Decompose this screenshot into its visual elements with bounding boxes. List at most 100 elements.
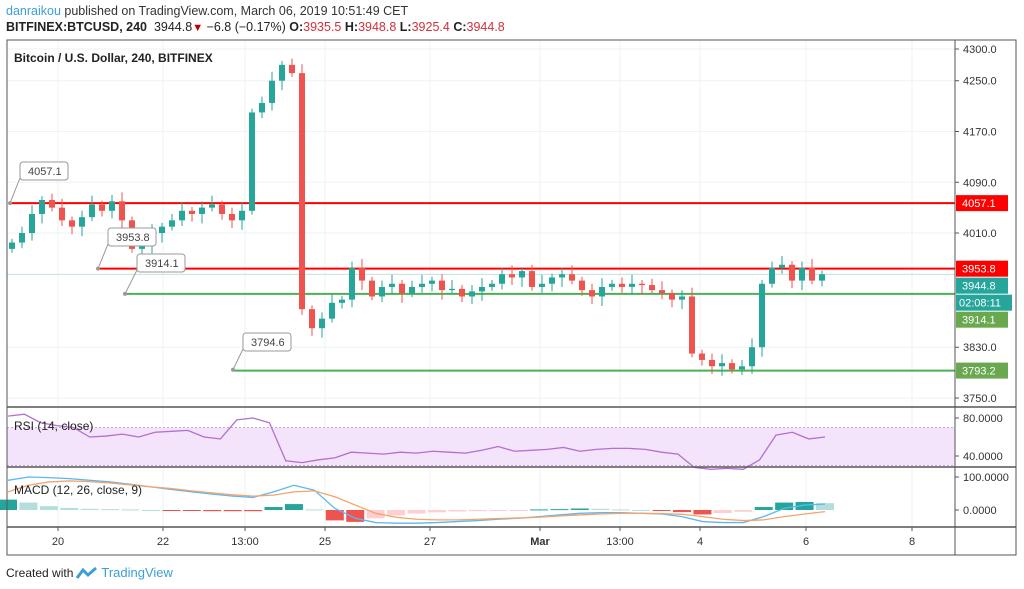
macd-histogram-bar [448, 510, 467, 512]
last-price: 3944.8 [153, 20, 193, 34]
open-value: 3935.5 [303, 20, 342, 34]
candle-body [489, 283, 495, 287]
candle-body [679, 296, 685, 300]
macd-histogram-bar [264, 507, 283, 510]
last-price-tag-label: 3944.8 [962, 281, 996, 293]
macd-histogram-bar [387, 510, 406, 516]
candle-body [139, 245, 145, 249]
candle-body [439, 280, 445, 291]
time-tick-label: 6 [803, 536, 809, 548]
candle-body [809, 267, 815, 281]
candle-body [509, 274, 515, 278]
symbol: BITFINEX:BTCUSD, 240 [6, 20, 147, 34]
macd-histogram-bar [754, 507, 773, 510]
candle-body [189, 210, 195, 214]
level-tag-label: 3953.8 [962, 264, 996, 276]
candle-body [619, 283, 625, 287]
tradingview-link[interactable]: TradingView [101, 565, 173, 580]
macd-histogram-bar [80, 508, 99, 510]
candle-body [109, 201, 115, 211]
macd-histogram-bar [570, 508, 589, 510]
candle-body [209, 204, 215, 208]
candle-body [699, 353, 705, 360]
price-tick-label: 4170.0 [963, 126, 997, 138]
candle-body [39, 200, 45, 214]
macd-histogram-bar [693, 510, 712, 515]
macd-histogram-bar [366, 510, 385, 519]
candle-body [549, 277, 555, 284]
publish-text: published on TradingView.com, March 06, … [64, 4, 409, 18]
candle-body [759, 283, 765, 348]
rsi-line [7, 413, 826, 470]
candle-body [349, 267, 355, 300]
macd-histogram-bar [141, 510, 160, 511]
h-label: H: [344, 20, 359, 34]
change: −6.8 (−0.17%) [206, 20, 286, 34]
high-value: 3948.8 [358, 20, 397, 34]
close-value: 3944.8 [466, 20, 505, 34]
publish-info: danraikou published on TradingView.com, … [6, 4, 408, 18]
chart-frame [6, 39, 1017, 556]
callout-label: 3914.1 [145, 258, 179, 270]
price-tick-label: 3750.0 [963, 393, 997, 405]
candle-body [579, 280, 585, 291]
time-tick-label: 25 [319, 536, 331, 548]
candle-body [359, 267, 365, 281]
candle-body [379, 286, 385, 297]
macd-histogram-bar [305, 509, 324, 511]
l-label: L: [399, 20, 412, 34]
macd-histogram-bar [427, 510, 446, 513]
candle-body [89, 204, 95, 218]
candle-body [779, 264, 785, 268]
candle-body [609, 283, 615, 287]
candle-body [59, 207, 65, 221]
callout-anchor [231, 367, 235, 372]
callout-box [242, 332, 292, 352]
time-tick-label: 8 [909, 536, 915, 548]
candle-body [299, 73, 305, 310]
macd-histogram-bar [346, 510, 365, 522]
macd-histogram-bar [121, 509, 140, 511]
candle-body [749, 347, 755, 367]
tradingview-logo-icon [76, 566, 98, 579]
candle-body [259, 102, 265, 113]
price-tick-label: 3830.0 [963, 342, 997, 354]
macd-histogram-bar [816, 503, 834, 510]
candle-body [329, 302, 335, 319]
created-with: Created with [6, 565, 74, 580]
candle-body [279, 64, 285, 81]
macd-histogram-bar [550, 509, 569, 511]
candle-body [229, 213, 235, 221]
price-tick-label: 4010.0 [963, 228, 997, 240]
macd-histogram-bar [203, 510, 222, 512]
candle-body [739, 366, 745, 370]
candle-body [449, 288, 455, 291]
candle-body [69, 220, 75, 227]
callout-box [107, 227, 157, 247]
countdown-tag [956, 294, 1012, 311]
signal-line [7, 480, 826, 522]
candle-body [539, 283, 545, 287]
callout-pointer [9, 177, 21, 204]
callout-label: 3794.6 [251, 337, 285, 349]
candle-body [199, 207, 205, 214]
candle-body [659, 290, 665, 294]
macd-histogram-bar [60, 507, 79, 510]
macd-histogram-bar [652, 510, 671, 511]
level-tag [956, 362, 1008, 379]
macd-histogram-bar [223, 510, 242, 512]
macd-tick-label: 0.0000 [963, 505, 997, 517]
callout-anchor [96, 266, 100, 271]
macd-histogram-bar [244, 510, 263, 512]
macd-histogram-bar [39, 506, 58, 510]
candle-body [429, 280, 435, 284]
rsi-band [7, 427, 955, 466]
author-link[interactable]: danraikou [6, 4, 61, 18]
candle-body [339, 299, 345, 303]
macd-histogram-bar [489, 510, 508, 511]
candle-body [729, 363, 735, 370]
time-tick-label: 27 [424, 536, 436, 548]
callout-anchor [8, 201, 12, 206]
candle-body [529, 271, 535, 287]
